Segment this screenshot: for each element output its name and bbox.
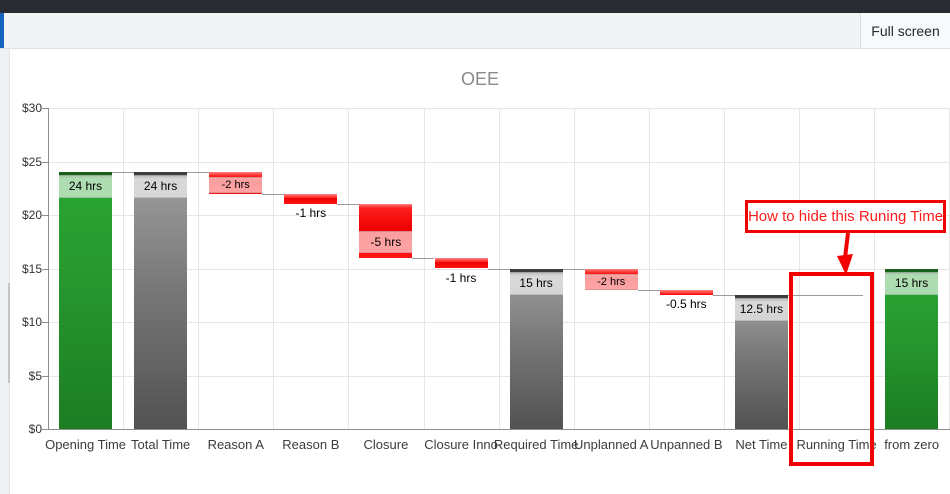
- gridline: [424, 108, 425, 429]
- x-axis-label-reason-b: Reason B: [282, 437, 340, 452]
- waterfall-connector: [337, 204, 360, 206]
- y-axis-label: $15: [21, 261, 42, 276]
- waterfall-bar-unplanned-a[interactable]: -2 hrs: [584, 268, 638, 290]
- bar-data-label: 24 hrs: [134, 175, 188, 199]
- bar-data-label: 24 hrs: [59, 175, 112, 199]
- waterfall-bar-total-time[interactable]: 24 hrs: [134, 172, 188, 429]
- x-axis-label-running-time: Running Time: [796, 437, 877, 452]
- waterfall-connector: [712, 295, 735, 297]
- waterfall-connector: [487, 268, 510, 270]
- y-axis-tick: [42, 429, 48, 430]
- x-axis-label-reason-a: Reason A: [207, 437, 264, 452]
- fullscreen-button[interactable]: Full screen: [860, 13, 950, 48]
- gridline: [799, 108, 800, 429]
- waterfall-bar-required-time[interactable]: 15 hrs: [509, 268, 563, 429]
- y-axis-label: $0: [28, 422, 42, 436]
- x-axis-label-required-time: Required Time: [493, 437, 579, 452]
- gridline: [273, 108, 274, 429]
- y-axis-tick: [42, 215, 48, 216]
- waterfall-bar-opening-time[interactable]: 24 hrs: [59, 172, 112, 429]
- y-axis-tick: [42, 108, 48, 109]
- y-axis-label: $20: [21, 208, 42, 222]
- x-axis-label-closure: Closure: [363, 437, 409, 452]
- waterfall-connector: [112, 172, 135, 174]
- y-axis-label: $25: [21, 154, 42, 169]
- chart-title: OEE: [460, 69, 499, 89]
- bar-data-label: -0.5 hrs: [665, 297, 707, 312]
- gridline: [123, 108, 124, 429]
- waterfall-connector: [787, 295, 863, 297]
- bar-data-label: 15 hrs: [885, 271, 939, 295]
- x-axis-label-net-time: Net Time: [735, 437, 788, 452]
- accent-bar: [0, 13, 4, 48]
- annotation-callout: How to hide this Runing Time: [745, 200, 946, 233]
- waterfall-connector: [562, 268, 585, 270]
- annotation-highlight-rect: [789, 272, 874, 466]
- annotation-text: How to hide this Runing Time: [747, 208, 944, 225]
- y-axis-tick: [42, 375, 48, 377]
- waterfall-bar-closure[interactable]: -5 hrs: [359, 204, 413, 258]
- x-axis-label-unpanned-b: Unpanned B: [650, 437, 723, 452]
- bar-data-label: 12.5 hrs: [734, 298, 788, 322]
- x-axis-label-opening-time: Opening Time: [45, 437, 127, 452]
- scrollbar-track[interactable]: [0, 49, 10, 494]
- toolbar: Full screen: [0, 13, 950, 49]
- y-axis-label: $10: [21, 315, 42, 329]
- gridline: [649, 108, 650, 429]
- waterfall-connector: [637, 289, 660, 291]
- y-axis-line: [48, 108, 49, 429]
- bar-data-label: -2 hrs: [584, 273, 638, 290]
- y-axis-label: $30: [21, 101, 42, 115]
- bar-data-label: -2 hrs: [209, 177, 263, 194]
- waterfall-bar-reason-b[interactable]: [284, 193, 338, 205]
- bar-data-label: 15 hrs: [509, 271, 563, 295]
- waterfall-bar-net-time[interactable]: 12.5 hrs: [734, 295, 788, 429]
- waterfall-bar-unpanned-b[interactable]: [659, 289, 713, 296]
- waterfall-bar-from-zero[interactable]: 15 hrs: [885, 268, 939, 429]
- fullscreen-button-label: Full screen: [871, 22, 940, 39]
- gridline: [874, 108, 875, 429]
- y-axis-tick: [42, 161, 48, 163]
- gridline: [724, 108, 725, 429]
- y-axis-tick: [42, 322, 48, 323]
- waterfall-bar-reason-a[interactable]: -2 hrs: [209, 172, 263, 194]
- app-topbar: [0, 0, 950, 13]
- y-axis-tick: [42, 268, 48, 270]
- scrollbar-thumb[interactable]: [8, 283, 10, 383]
- waterfall-connector: [187, 172, 210, 174]
- x-axis-label-unplanned-a: Unplanned A: [574, 437, 649, 452]
- waterfall-connector: [412, 257, 435, 259]
- waterfall-connector: [262, 193, 285, 195]
- y-axis-label: $5: [28, 368, 42, 383]
- x-axis-label-total-time: Total Time: [131, 437, 191, 452]
- bar-data-label: -1 hrs: [295, 206, 327, 221]
- x-axis-line: [48, 429, 950, 430]
- x-axis-label-from-zero: from zero: [884, 437, 940, 452]
- bar-data-label: -5 hrs: [359, 230, 413, 253]
- x-axis-label-closure-inno: Closure Inno: [424, 437, 498, 452]
- bar-data-label: -1 hrs: [445, 270, 477, 285]
- gridline: [198, 108, 199, 429]
- annotation-arrow-icon: [837, 232, 853, 275]
- gridline: [348, 108, 349, 429]
- waterfall-bar-closure-inno[interactable]: [434, 257, 488, 269]
